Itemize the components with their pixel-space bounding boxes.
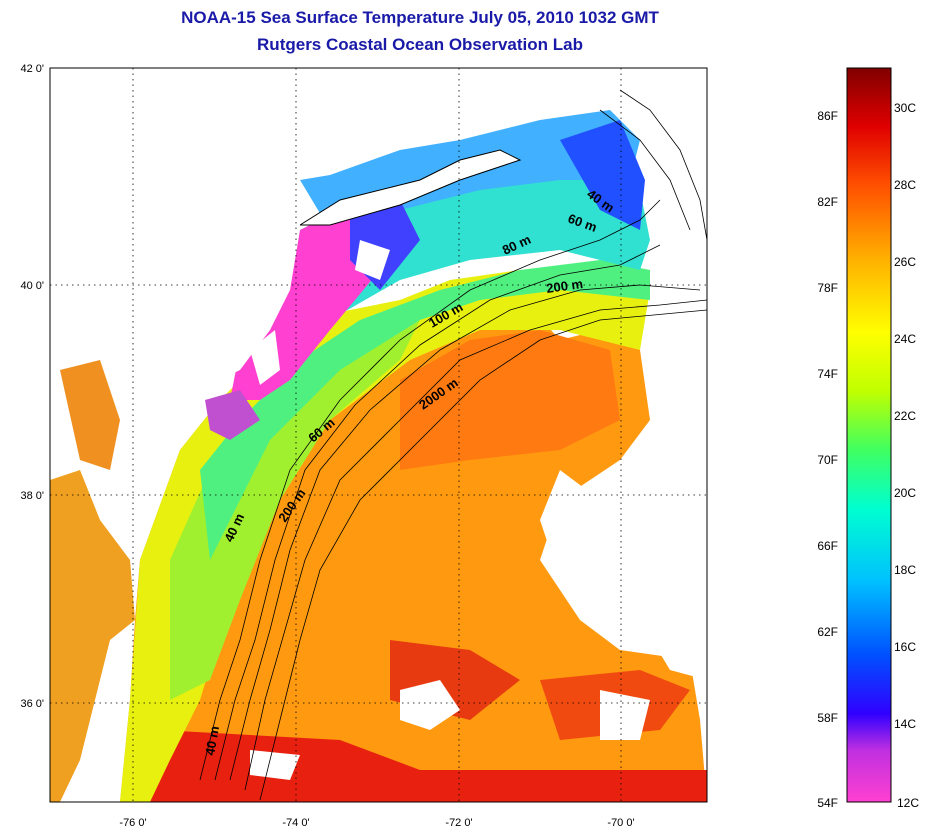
f-label: 70F: [817, 453, 838, 467]
lon-label-74: -74 0': [282, 817, 309, 829]
map-frame: [49, 67, 708, 803]
c-label: 30C: [894, 101, 916, 115]
colorbar-celsius-labels: 30C 28C 26C 24C 22C 20C 18C 16C 14C 12C: [894, 101, 919, 810]
f-label: 54F: [817, 796, 838, 810]
lon-label-76: -76 0': [119, 817, 146, 829]
f-label: 74F: [817, 367, 838, 381]
map-subtitle: Rutgers Coastal Ocean Observation Lab: [257, 35, 583, 54]
lat-label-42: 42 0': [20, 63, 44, 75]
c-label: 20C: [894, 486, 916, 500]
f-label: 82F: [817, 195, 838, 209]
depth-contours: [199, 89, 707, 801]
c-label: 22C: [894, 409, 916, 423]
colorbar-fahrenheit-labels: 86F 82F 78F 74F 70F 66F 62F 58F 54F: [817, 109, 838, 810]
lon-label-70: -70 0': [607, 817, 634, 829]
f-label: 62F: [817, 625, 838, 639]
colorbar: 86F 82F 78F 74F 70F 66F 62F 58F 54F 30C …: [817, 67, 919, 810]
contour-label: 40 m: [202, 725, 222, 757]
c-label: 18C: [894, 563, 916, 577]
c-label: 14C: [894, 717, 916, 731]
lat-label-36: 36 0': [20, 698, 44, 710]
f-label: 58F: [817, 711, 838, 725]
graticule: [50, 68, 707, 802]
map-title: NOAA-15 Sea Surface Temperature July 05,…: [181, 8, 659, 27]
f-label: 86F: [817, 109, 838, 123]
c-label: 28C: [894, 178, 916, 192]
f-label: 78F: [817, 281, 838, 295]
sst-image: [50, 68, 707, 802]
c-label: 12C: [897, 796, 919, 810]
c-label: 24C: [894, 332, 916, 346]
lon-label-72: -72 0': [445, 817, 472, 829]
c-label: 16C: [894, 640, 916, 654]
lat-label-38: 38 0': [20, 490, 44, 502]
lat-label-40: 40 0': [20, 280, 44, 292]
axis-labels: 42 0' 40 0' 38 0' 36 0' -76 0' -74 0' -7…: [20, 63, 634, 829]
contour-label: 200 m: [545, 276, 584, 296]
f-label: 66F: [817, 539, 838, 553]
colorbar-gradient: [846, 67, 892, 803]
c-label: 26C: [894, 255, 916, 269]
